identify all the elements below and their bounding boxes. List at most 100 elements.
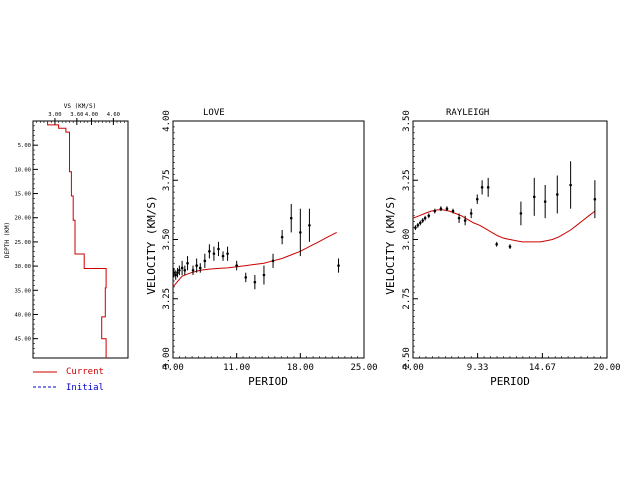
love-observation-point (217, 241, 220, 257)
love-observation-point (198, 263, 202, 273)
love-data-marker (337, 264, 340, 267)
rayleigh-data-marker (427, 214, 431, 218)
rayleigh-data-marker (532, 195, 536, 199)
rayleigh-observation-point (486, 177, 490, 197)
love-observation-point (235, 260, 238, 271)
love-observation-point (253, 275, 257, 290)
depth-y-tick-label: 40.00 (14, 312, 31, 318)
rayleigh-data-marker (414, 226, 417, 229)
rayleigh-observation-point (457, 213, 461, 223)
depth-y-tick-label: 15.00 (14, 192, 31, 198)
rayleigh-dispersion-panel: RAYLEIGH PERIOD VELOCITY (KM/S) 4.00 9.33… (384, 108, 621, 388)
rayleigh-observation-point (433, 208, 437, 214)
depth-y-tick-label: 25.00 (14, 240, 31, 246)
depth-y-tick-label: 20.00 (14, 216, 31, 222)
love-data-marker (253, 280, 257, 284)
rayleigh-observation-point (421, 218, 425, 223)
legend: Current Initial (33, 367, 104, 393)
depth-x-tick-label: 4.60 (107, 112, 120, 118)
love-data-marker (221, 254, 225, 258)
rayleigh-x-axis-label: PERIOD (490, 375, 530, 388)
love-y-tick-label: 3.50 (162, 229, 172, 251)
rayleigh-data-marker (445, 207, 449, 210)
rayleigh-observation-point (469, 208, 473, 219)
rayleigh-observation-point (416, 222, 420, 228)
rayleigh-observation-point (495, 241, 498, 247)
rayleigh-predicted-curve (412, 209, 596, 243)
depth-y-axis-label: DEPTH (KM) (4, 222, 11, 258)
love-observation-point (180, 260, 184, 276)
rayleigh-observation-point (463, 215, 467, 226)
rayleigh-x-tick-label: 4.00 (402, 363, 424, 373)
rayleigh-data-marker (495, 242, 498, 246)
depth-model-panel: VS (KM/S) DEPTH (KM) 3.00 3.60 4.00 4.60 5.0… (4, 103, 129, 359)
love-data-marker (262, 273, 266, 277)
rayleigh-observation-point (593, 180, 597, 219)
rayleigh-data-marker (475, 197, 479, 201)
love-observation-point (337, 258, 340, 273)
love-data-marker (176, 271, 179, 274)
rayleigh-observation-point (543, 184, 547, 219)
rayleigh-observation-point (519, 201, 523, 226)
love-dispersion-panel: LOVE PERIOD VELOCITY (KM/S) 4.00 11.00 18.… (145, 108, 378, 388)
rayleigh-predicted-line (412, 209, 596, 243)
rayleigh-observation-point (480, 180, 484, 195)
rayleigh-x-tick-label: 20.00 (593, 363, 620, 373)
love-data-marker (186, 261, 189, 265)
rayleigh-observation-point (423, 215, 427, 221)
rayleigh-data-marker (508, 245, 512, 248)
love-y-axis-label: VELOCITY (KM/S) (145, 195, 158, 294)
depth-current-model-line (47, 121, 107, 358)
depth-x-tick-label: 3.00 (48, 112, 61, 118)
rayleigh-data-marker (451, 209, 455, 213)
love-observation-point (208, 244, 211, 259)
love-observation-point (280, 230, 284, 245)
love-observation-point (299, 208, 302, 257)
rayleigh-data-marker (463, 219, 467, 222)
love-observation-point (289, 203, 293, 233)
love-observation-point (195, 258, 198, 273)
rayleigh-observation-point (451, 208, 455, 214)
rayleigh-observations (414, 161, 597, 249)
rayleigh-y-axis-label: VELOCITY (KM/S) (384, 195, 397, 294)
love-data-marker (226, 252, 229, 256)
love-y-tick-label: 3.25 (162, 288, 172, 310)
rayleigh-observation-point (418, 220, 422, 226)
love-x-tick-label: 11.00 (223, 363, 250, 373)
love-data-marker (198, 266, 202, 270)
love-observation-point (203, 253, 207, 268)
love-x-tick-label: 18.00 (287, 363, 314, 373)
rayleigh-observation-point (445, 206, 449, 212)
rayleigh-data-marker (519, 212, 523, 215)
rayleigh-data-marker (469, 212, 473, 215)
love-data-marker (191, 269, 195, 272)
love-observation-point (191, 265, 195, 276)
rayleigh-data-marker (416, 223, 420, 227)
love-observation-point (174, 270, 178, 280)
love-data-marker (174, 273, 178, 277)
depth-y-tick-label: 30.00 (14, 264, 31, 270)
love-y-tick-label: 3.75 (162, 169, 172, 191)
rayleigh-data-marker (423, 216, 427, 220)
love-observation-point (226, 246, 229, 261)
love-title: LOVE (203, 108, 225, 118)
rayleigh-y-tick-label: 3.00 (402, 229, 412, 251)
rayleigh-y-tick-label: 3.25 (402, 169, 412, 191)
love-y-tick-label: 4.00 (162, 110, 172, 132)
rayleigh-data-marker (480, 186, 484, 189)
rayleigh-title: RAYLEIGH (446, 108, 489, 118)
love-data-marker (235, 264, 238, 267)
love-x-tick-label: 25.00 (350, 363, 377, 373)
rayleigh-data-marker (486, 186, 490, 189)
love-data-marker (203, 259, 207, 263)
love-data-marker (244, 276, 248, 279)
rayleigh-data-marker (418, 221, 422, 225)
love-data-marker (195, 264, 198, 267)
legend-initial-label: Initial (66, 383, 104, 393)
love-observation-point (244, 272, 248, 283)
love-data-marker (289, 216, 293, 220)
love-data-marker (217, 247, 220, 251)
love-data-marker (178, 269, 181, 272)
